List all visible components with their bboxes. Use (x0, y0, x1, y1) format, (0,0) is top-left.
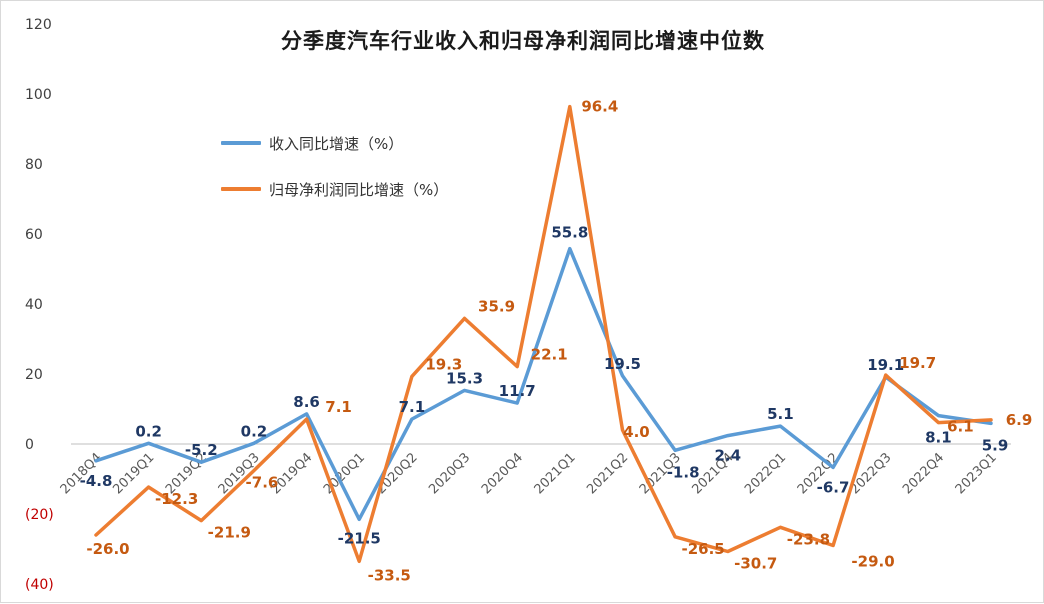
x-tick-label: 2021Q2 (584, 450, 631, 497)
data-label-revenue: 8.6 (293, 393, 320, 411)
data-label-profit: -21.9 (208, 524, 251, 542)
data-label-revenue: 55.8 (551, 224, 588, 242)
data-label-revenue: 7.1 (399, 398, 426, 416)
data-label-revenue: 11.7 (499, 382, 536, 400)
y-tick-label: 80 (25, 157, 43, 173)
data-label-revenue: -4.8 (80, 472, 113, 490)
data-label-profit: 19.3 (425, 355, 462, 373)
data-label-revenue: 15.3 (446, 369, 483, 387)
legend-item-profit: 归母净利润同比增速（%） (221, 177, 448, 201)
legend-label-profit: 归母净利润同比增速（%） (269, 180, 449, 199)
data-label-profit: 6.1 (947, 418, 974, 436)
data-label-revenue: -6.7 (817, 478, 850, 496)
series-line-profit (94, 104, 993, 564)
data-label-revenue: -5.2 (185, 441, 218, 459)
data-label-profit: -26.5 (681, 540, 724, 558)
data-label-profit: -23.8 (787, 530, 830, 548)
data-label-revenue: 2.4 (714, 447, 741, 465)
legend-item-revenue: 收入同比增速（%） (221, 131, 448, 155)
y-tick-label: 40 (25, 297, 43, 313)
data-label-profit: 4.0 (623, 423, 650, 441)
x-tick-label: 2021Q1 (532, 450, 579, 497)
x-tick-label: 2023Q1 (953, 450, 1000, 497)
data-label-revenue: -21.5 (338, 529, 381, 547)
data-label-profit: -12.3 (155, 490, 198, 508)
legend-swatch-profit (221, 187, 261, 191)
data-label-profit: -7.6 (246, 474, 279, 492)
data-label-revenue: 5.9 (982, 436, 1009, 454)
legend-swatch-revenue (221, 141, 261, 145)
data-label-revenue: 5.1 (767, 405, 794, 423)
y-tick-label: (40) (25, 577, 54, 593)
data-label-revenue: 8.1 (925, 429, 952, 447)
y-tick-label: 0 (25, 437, 34, 453)
x-tick-label: 2020Q3 (426, 450, 473, 497)
x-tick-label: 2020Q4 (479, 450, 526, 497)
series-line-revenue (94, 246, 993, 522)
y-tick-label: (20) (25, 507, 54, 523)
legend: 收入同比增速（%） 归母净利润同比增速（%） (221, 131, 448, 223)
y-tick-label: 60 (25, 227, 43, 243)
data-label-profit: -33.5 (368, 566, 411, 584)
data-label-profit: -30.7 (734, 554, 777, 572)
data-label-revenue: -1.8 (667, 463, 700, 481)
data-label-profit: 96.4 (581, 98, 618, 116)
data-label-profit: 6.9 (1006, 411, 1033, 429)
data-label-profit: 7.1 (325, 398, 352, 416)
y-tick-label: 20 (25, 367, 43, 383)
data-label-revenue: 19.1 (867, 356, 904, 374)
data-label-profit: 35.9 (478, 297, 515, 315)
x-tick-label: 2022Q1 (742, 450, 789, 497)
data-label-revenue: 0.2 (135, 422, 162, 440)
data-label-profit: -26.0 (86, 540, 129, 558)
chart-title: 分季度汽车行业收入和归母净利润同比增速中位数 (281, 29, 765, 53)
data-label-revenue: 0.2 (241, 422, 268, 440)
y-tick-label: 120 (25, 17, 52, 33)
x-tick-label: 2022Q4 (900, 450, 947, 497)
y-tick-label: 100 (25, 87, 52, 103)
data-label-profit: 22.1 (531, 346, 568, 364)
data-label-revenue: 19.5 (604, 355, 641, 373)
data-label-profit: 19.7 (899, 354, 936, 372)
legend-label-revenue: 收入同比增速（%） (269, 134, 404, 153)
data-label-profit: -29.0 (851, 553, 894, 571)
